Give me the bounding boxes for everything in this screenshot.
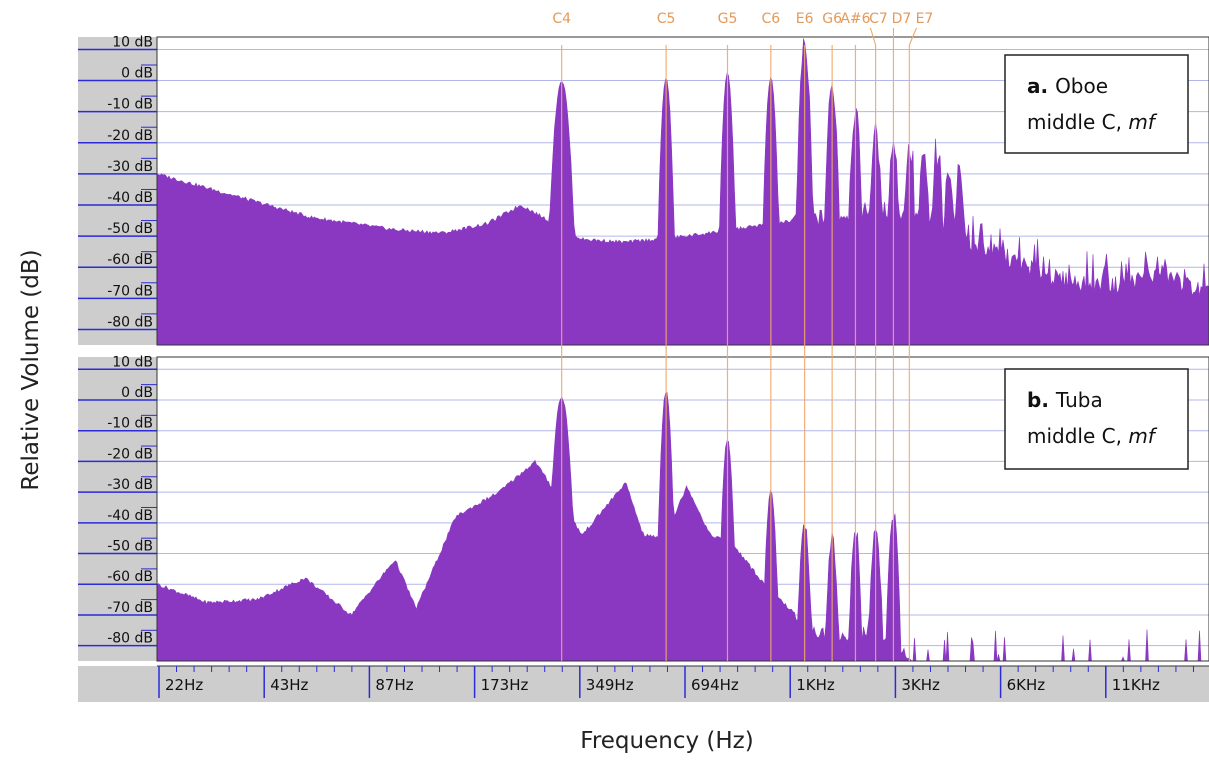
note-label: D7 xyxy=(892,11,912,27)
y-tick-label: -10 dB xyxy=(107,416,153,432)
x-tick-label: 1KHz xyxy=(796,676,835,694)
x-tick-label: 22Hz xyxy=(165,676,203,694)
legend-subtitle: middle C, mf xyxy=(1027,110,1158,134)
note-label: G6 xyxy=(822,11,842,27)
note-label: C7 xyxy=(869,11,888,27)
y-tick-label: 10 dB xyxy=(112,34,153,50)
note-label: C5 xyxy=(657,11,676,27)
y-tick-label: -60 dB xyxy=(107,569,153,585)
y-tick-label: -30 dB xyxy=(107,159,153,175)
legend-box-oboe: a. Oboe middle C, mf xyxy=(1005,55,1188,153)
x-tick-label: 694Hz xyxy=(691,676,739,694)
y-tick-label: -40 dB xyxy=(107,190,153,206)
note-label: E7 xyxy=(916,11,934,27)
x-tick-label: 3KHz xyxy=(901,676,940,694)
note-label: C6 xyxy=(762,11,781,27)
note-label: C4 xyxy=(552,11,571,27)
y-tick-label: -50 dB xyxy=(107,539,153,555)
legend-title: b. Tuba xyxy=(1027,388,1103,412)
y-tick-label: 10 dB xyxy=(112,354,153,370)
y-tick-label: -40 dB xyxy=(107,508,153,524)
y-tick-label: -70 dB xyxy=(107,283,153,299)
y-tick-label: -20 dB xyxy=(107,128,153,144)
x-tick-label: 6KHz xyxy=(1007,676,1046,694)
x-tick-label: 87Hz xyxy=(375,676,413,694)
y-tick-label: -80 dB xyxy=(107,631,153,647)
y-axis-label: Relative Volume (dB) xyxy=(18,249,44,490)
x-axis-label: Frequency (Hz) xyxy=(580,728,753,754)
x-tick-label: 11KHz xyxy=(1112,676,1160,694)
panel-oboe: 10 dB 0 dB -10 dB -20 dB -30 dB -40 dB -50 dB -… xyxy=(78,34,1209,345)
legend-title: a. Oboe xyxy=(1027,74,1108,98)
y-tick-label: -30 dB xyxy=(107,477,153,493)
y-tick-label: -50 dB xyxy=(107,221,153,237)
note-label: G5 xyxy=(718,11,738,27)
y-tick-label: -60 dB xyxy=(107,252,153,268)
legend-subtitle: middle C, mf xyxy=(1027,424,1158,448)
x-tick-label: 173Hz xyxy=(481,676,529,694)
y-tick-label: -20 dB xyxy=(107,446,153,462)
legend-frame xyxy=(1005,55,1188,153)
y-tick-label: -80 dB xyxy=(107,314,153,330)
x-tick-label: 349Hz xyxy=(586,676,634,694)
legend-frame xyxy=(1005,369,1188,469)
note-label: A#6 xyxy=(840,11,870,27)
y-tick-label: 0 dB xyxy=(121,385,153,401)
note-label: E6 xyxy=(796,11,814,27)
legend-box-tuba: b. Tuba middle C, mf xyxy=(1005,369,1188,469)
panel-tuba: 10 dB 0 dB -10 dB -20 dB -30 dB -40 dB -50 dB -… xyxy=(78,354,1209,661)
y-tick-label: -70 dB xyxy=(107,600,153,616)
y-tick-label: 0 dB xyxy=(121,66,153,82)
y-tick-label: -10 dB xyxy=(107,97,153,113)
x-tick-label: 43Hz xyxy=(270,676,308,694)
